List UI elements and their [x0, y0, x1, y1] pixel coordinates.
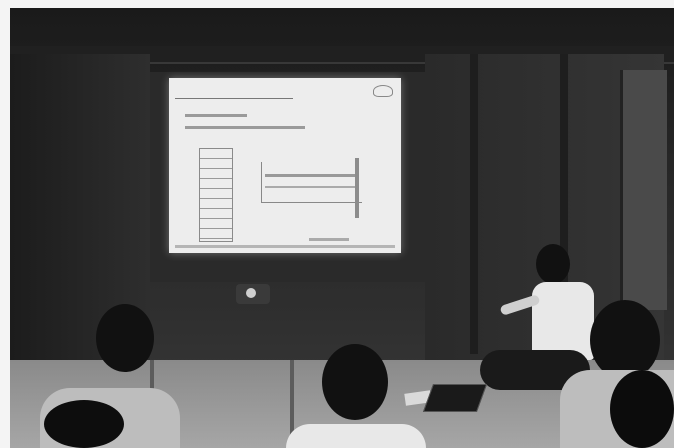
- sliding-door: [620, 70, 667, 310]
- diagram-axes: [261, 162, 362, 203]
- audience-shirt: [286, 424, 426, 448]
- slide-footer: [175, 245, 395, 248]
- slide-logo-icon: [373, 85, 393, 97]
- tatami-seam: [290, 360, 294, 448]
- audience-head: [322, 344, 388, 420]
- pillar: [560, 54, 568, 354]
- audience-head: [96, 304, 154, 372]
- diagram-line: [265, 186, 355, 188]
- projected-slide: [169, 78, 401, 253]
- slide-text-line: [185, 114, 247, 117]
- slide-note: [309, 238, 349, 241]
- diagram-line: [265, 174, 355, 177]
- projector-lens: [246, 288, 256, 298]
- building-diagram: [199, 148, 233, 242]
- audience-head-foreground: [44, 400, 124, 448]
- slide-text-line: [185, 126, 305, 129]
- presenter-head: [536, 244, 570, 284]
- audience-head: [590, 300, 660, 380]
- pillar: [470, 54, 478, 354]
- diagram-post: [355, 158, 359, 218]
- audience-head-foreground: [610, 370, 674, 448]
- laptop: [422, 384, 488, 412]
- presenter-shirt: [532, 282, 594, 360]
- slide-title-bar: [175, 84, 293, 99]
